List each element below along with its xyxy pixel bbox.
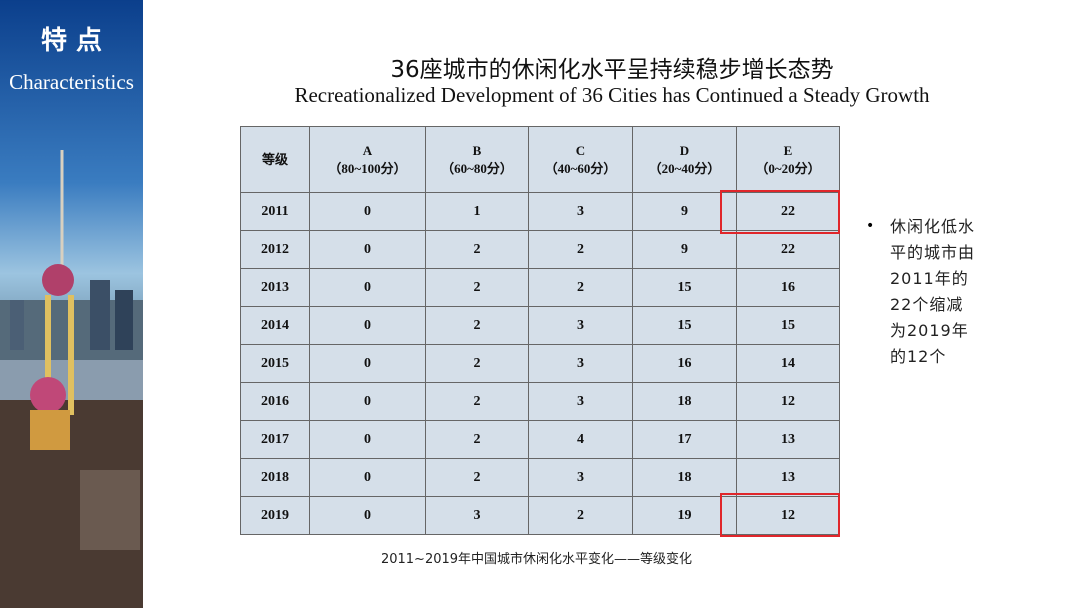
cell: 2 — [528, 496, 633, 535]
header-cell: B （60~80分） — [425, 126, 529, 193]
cell: 0 — [309, 192, 426, 231]
note: 休闲化低水平的城市由2011年的22个缩减为2019年的12个 — [890, 217, 976, 366]
cell: 9 — [632, 192, 737, 231]
header-row: 等级 A （80~100分） B （60~80分） C （40~60分） D （20~40分） E… — [240, 126, 840, 193]
cell: 15 — [632, 306, 737, 345]
cell: 0 — [309, 458, 426, 497]
header-cell: C （40~60分） — [528, 126, 633, 193]
cell: 0 — [309, 420, 426, 459]
cell: 3 — [528, 306, 633, 345]
grade-table: 等级 A （80~100分） B （60~80分） C （40~60分） D （20~40分） E… — [240, 126, 840, 535]
cell: 18 — [632, 458, 737, 497]
range: （0~20分） — [755, 160, 821, 176]
year-cell: 2018 — [240, 458, 310, 497]
sidebar: 特 点 Characteristics — [0, 0, 143, 608]
highlight-box — [720, 190, 840, 234]
cell: 0 — [309, 382, 426, 421]
cell: 3 — [528, 344, 633, 383]
cell: 16 — [632, 344, 737, 383]
cell: 0 — [309, 306, 426, 345]
cell: 3 — [528, 382, 633, 421]
subtitle: Recreationalized Development of 36 Citie… — [294, 83, 930, 107]
title: 36座城市的休闲化水平呈持续稳步增长态势 — [390, 57, 834, 83]
range: （40~60分） — [544, 160, 617, 176]
cell: 2 — [425, 306, 529, 345]
year-cell: 2014 — [240, 306, 310, 345]
cell: 16 — [736, 268, 840, 307]
cell: 3 — [528, 458, 633, 497]
year-cell: 2015 — [240, 344, 310, 383]
year-cell: 2012 — [240, 230, 310, 269]
row: 2016 0 2 3 18 12 — [240, 382, 840, 421]
cell: 18 — [632, 382, 737, 421]
cell: 2 — [528, 230, 633, 269]
row: 2019 0 3 2 19 12 — [240, 496, 840, 535]
cell: 2 — [425, 382, 529, 421]
header-cell: 等级 — [240, 126, 310, 193]
grade: A — [362, 142, 373, 158]
cell: 4 — [528, 420, 633, 459]
header-cell: D （20~40分） — [632, 126, 737, 193]
cell: 3 — [528, 192, 633, 231]
cell: 12 — [736, 382, 840, 421]
row: 2011 0 1 3 9 22 — [240, 192, 840, 231]
cell: 2 — [425, 458, 529, 497]
year-cell: 2011 — [240, 192, 310, 231]
cell: 0 — [309, 230, 426, 269]
bullet: • — [866, 218, 875, 234]
year-cell: 2019 — [240, 496, 310, 535]
year-cell: 2013 — [240, 268, 310, 307]
grade: E — [783, 142, 793, 158]
cell: 22 — [736, 230, 840, 269]
cell: 2 — [425, 420, 529, 459]
row: 2018 0 2 3 18 13 — [240, 458, 840, 497]
header-cell: E （0~20分） — [736, 126, 840, 193]
range: （80~100分） — [328, 160, 407, 176]
cell: 0 — [309, 496, 426, 535]
cell: 2 — [528, 268, 633, 307]
range: （60~80分） — [441, 160, 513, 176]
range: （20~40分） — [648, 160, 721, 176]
sidebar-image — [0, 0, 143, 608]
cell: 13 — [736, 420, 840, 459]
sidebar-title: 特 点 — [40, 26, 103, 56]
cell: 2 — [425, 268, 529, 307]
grade: D — [679, 142, 690, 158]
row: 2017 0 2 4 17 13 — [240, 420, 840, 459]
row: 2015 0 2 3 16 14 — [240, 344, 840, 383]
table-caption: 2011~2019年中国城市休闲化水平变化——等级变化 — [380, 552, 693, 567]
cell: 0 — [309, 344, 426, 383]
cell: 14 — [736, 344, 840, 383]
cell: 19 — [632, 496, 737, 535]
grade: B — [472, 142, 482, 158]
cell: 12 — [736, 496, 840, 535]
cell: 22 — [736, 192, 840, 231]
cell: 15 — [632, 268, 737, 307]
year-cell: 2017 — [240, 420, 310, 459]
cell: 13 — [736, 458, 840, 497]
cell: 3 — [425, 496, 529, 535]
cell: 1 — [425, 192, 529, 231]
header-cell: A （80~100分） — [309, 126, 426, 193]
grade: C — [575, 142, 586, 158]
highlight-box — [720, 493, 840, 537]
cell: 2 — [425, 230, 529, 269]
row: 2013 0 2 2 15 16 — [240, 268, 840, 307]
cell: 15 — [736, 306, 840, 345]
cell: 9 — [632, 230, 737, 269]
year-cell: 2016 — [240, 382, 310, 421]
cell: 2 — [425, 344, 529, 383]
sidebar-subtitle: Characteristics — [9, 70, 134, 94]
row: 2014 0 2 3 15 15 — [240, 306, 840, 345]
cell: 17 — [632, 420, 737, 459]
cell: 0 — [309, 268, 426, 307]
row: 2012 0 2 2 9 22 — [240, 230, 840, 269]
